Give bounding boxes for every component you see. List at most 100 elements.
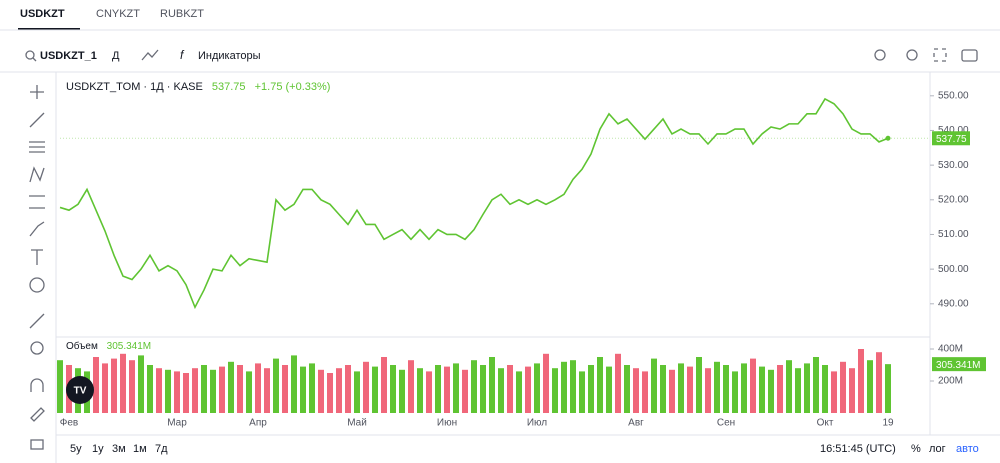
volume-bar — [156, 368, 162, 413]
volume-bar — [345, 365, 351, 413]
volume-bar — [309, 363, 315, 413]
y-tick-label: 400M — [938, 344, 963, 355]
emoji-tool[interactable] — [29, 277, 45, 293]
volume-bar — [876, 352, 882, 413]
x-tick-label: Июн — [437, 418, 457, 429]
trendline-tool[interactable] — [29, 112, 45, 128]
volume-bar — [579, 371, 585, 413]
last-point — [885, 135, 891, 141]
brush-tool[interactable] — [29, 221, 45, 237]
lock-drawing-tool[interactable] — [30, 407, 45, 422]
ruler-tool[interactable] — [29, 313, 45, 329]
volume-bar — [255, 363, 261, 413]
volume-bar — [570, 360, 576, 413]
volume-tag-label: 305.341M — [936, 360, 980, 371]
volume-bar — [759, 366, 765, 413]
logo-text: TV — [74, 386, 87, 397]
range-button[interactable]: 5у — [70, 443, 82, 455]
indicators-button[interactable]: Индикаторы — [198, 50, 261, 62]
volume-bar — [777, 365, 783, 413]
log-button[interactable]: лог — [929, 443, 946, 455]
lock-tool[interactable] — [30, 439, 44, 450]
volume-bar — [705, 368, 711, 413]
volume-bar — [201, 365, 207, 413]
fullscreen-icon[interactable] — [933, 48, 947, 62]
volume-bar — [291, 355, 297, 413]
volume-bar — [264, 368, 270, 413]
volume-legend: Объем 305.341M — [66, 340, 151, 352]
volume-bar — [597, 357, 603, 413]
volume-bar — [273, 358, 279, 413]
volume-bar — [354, 371, 360, 413]
volume-bar — [444, 366, 450, 413]
range-button[interactable]: 7д — [155, 443, 168, 455]
volume-bar — [327, 373, 333, 413]
volume-bar — [480, 365, 486, 413]
replay-icon[interactable] — [874, 49, 886, 61]
text-tool[interactable] — [31, 249, 43, 265]
prediction-tool[interactable] — [29, 195, 45, 209]
clock: 16:51:45 (UTC) — [820, 443, 896, 455]
volume-bar — [390, 365, 396, 413]
tab[interactable]: CNYKZT — [96, 8, 140, 20]
y-tick-label: 490.00 — [938, 298, 969, 309]
search-icon — [32, 57, 37, 62]
tab[interactable]: RUBKZT — [160, 8, 204, 20]
volume-bar — [453, 363, 459, 413]
volume-bar — [399, 369, 405, 413]
zoom-tool[interactable] — [30, 341, 44, 355]
volume-bar — [210, 369, 216, 413]
y-tick-label: 500.00 — [938, 264, 969, 275]
range-button[interactable]: 1у — [92, 443, 104, 455]
volume-bar — [588, 365, 594, 413]
volume-bar — [174, 371, 180, 413]
price-line — [59, 97, 889, 310]
x-tick-label: Сен — [717, 418, 735, 429]
last-price: 537.75 — [212, 81, 246, 93]
volume-bar — [165, 369, 171, 413]
price-tag-label: 537.75 — [936, 134, 967, 145]
volume-bar — [228, 361, 234, 413]
symbol-input[interactable]: USDKZT_1 — [40, 50, 97, 62]
tab[interactable]: USDKZT — [20, 8, 65, 20]
volume-bar — [408, 360, 414, 413]
magnet-tool[interactable] — [30, 378, 44, 392]
volume-bar — [606, 366, 612, 413]
volume-bar — [111, 358, 117, 413]
interval-button[interactable]: Д — [112, 50, 120, 62]
volume-last: 305.341M — [107, 341, 151, 352]
volume-bar — [237, 365, 243, 413]
x-tick-label: Мар — [167, 418, 187, 429]
volume-bar — [102, 363, 108, 413]
volume-bar — [795, 368, 801, 413]
volume-bar — [831, 371, 837, 413]
pattern-tool[interactable] — [29, 166, 45, 183]
volume-bar — [462, 369, 468, 413]
volume-bar — [516, 371, 522, 413]
volume-bar — [642, 371, 648, 413]
chart-type-icon[interactable] — [141, 49, 159, 61]
volume-bar — [363, 361, 369, 413]
crosshair-tool[interactable] — [30, 85, 44, 99]
volume-bar — [750, 358, 756, 413]
volume-bar — [732, 371, 738, 413]
y-tick-label: 200M — [938, 376, 963, 387]
volume-bar — [138, 355, 144, 413]
volume-bar — [183, 373, 189, 413]
volume-bar — [435, 365, 441, 413]
volume-bar — [417, 368, 423, 413]
volume-bar — [867, 360, 873, 413]
range-button[interactable]: 1м — [133, 443, 147, 455]
percent-button[interactable]: % — [911, 443, 921, 455]
fx-icon[interactable]: f — [180, 48, 185, 62]
volume-bar — [714, 361, 720, 413]
range-button[interactable]: 3м — [112, 443, 126, 455]
fib-tool[interactable] — [29, 141, 45, 153]
search-icon[interactable] — [25, 50, 35, 60]
auto-button[interactable]: авто — [956, 443, 979, 455]
price-change: +1.75 (+0.33%) — [255, 81, 331, 93]
settings-icon[interactable] — [906, 49, 918, 61]
volume-bar — [489, 357, 495, 413]
screenshot-icon[interactable] — [961, 49, 978, 62]
volume-bar — [624, 365, 630, 413]
